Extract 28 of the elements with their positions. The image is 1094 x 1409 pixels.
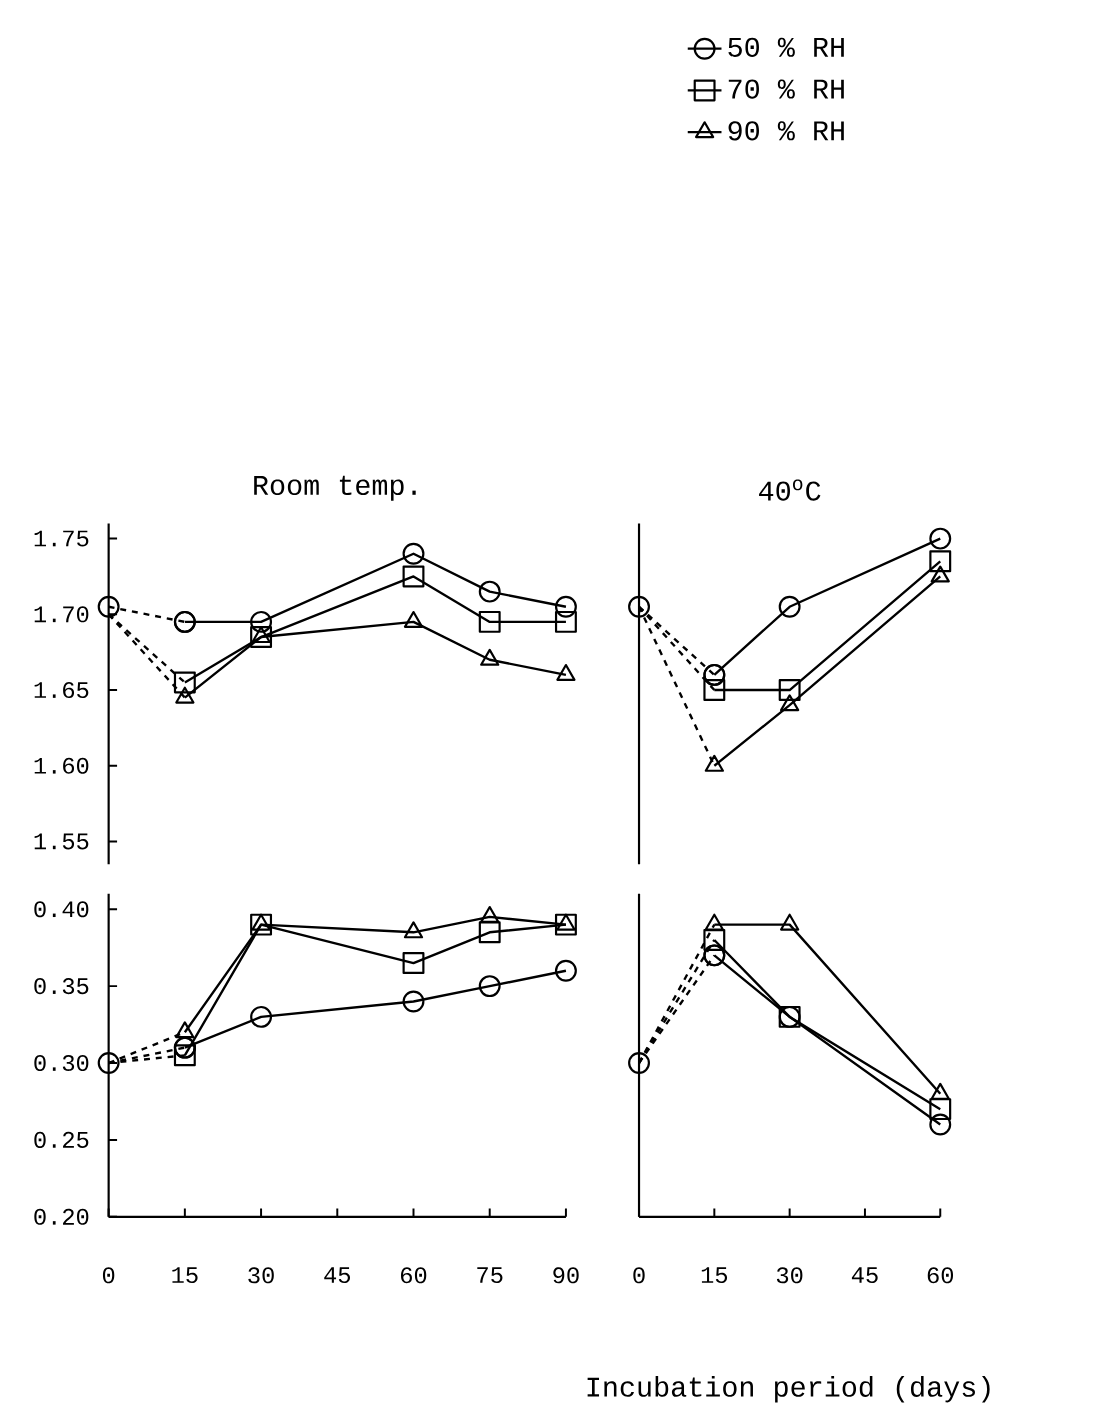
- x-tick-label: 0: [633, 1267, 645, 1284]
- x-tick-label: 15: [172, 1267, 198, 1284]
- x-tick-label: 15: [701, 1267, 727, 1284]
- y-tick-label: 0.30: [34, 1054, 89, 1072]
- x-tick-label: 45: [324, 1267, 350, 1284]
- y-tick-label: 0.20: [34, 1208, 89, 1225]
- legend-label: 90 % RH: [728, 121, 844, 141]
- y-tick-label: 1.60: [34, 757, 89, 774]
- y-tick-label: 1.65: [34, 682, 89, 699]
- legend-label: 70 % RH: [728, 79, 844, 99]
- legend-label: 50 % RH: [728, 37, 844, 57]
- x-tick-label: 90: [553, 1267, 579, 1284]
- chart-title: 40$^{o}$C: [758, 479, 821, 501]
- x-tick-label: 60: [400, 1267, 427, 1284]
- y-tick-label: 1.55: [34, 833, 89, 850]
- y-tick-label: 0.40: [34, 901, 89, 918]
- y-tick-label: 0.35: [34, 978, 89, 995]
- x-tick-label: 75: [477, 1267, 503, 1284]
- x-axis-title: Incubation period (days): [587, 1375, 990, 1403]
- y-tick-label: 1.75: [34, 530, 89, 547]
- y-tick-label: 1.70: [34, 606, 89, 623]
- x-tick-label: 0: [102, 1267, 115, 1284]
- x-tick-label: 30: [776, 1267, 803, 1284]
- x-tick-label: 30: [248, 1267, 274, 1284]
- x-tick-label: 60: [927, 1267, 953, 1284]
- y-tick-label: 0.25: [34, 1131, 89, 1148]
- chart-title: Room temp.: [254, 475, 416, 501]
- x-tick-label: 45: [851, 1267, 878, 1284]
